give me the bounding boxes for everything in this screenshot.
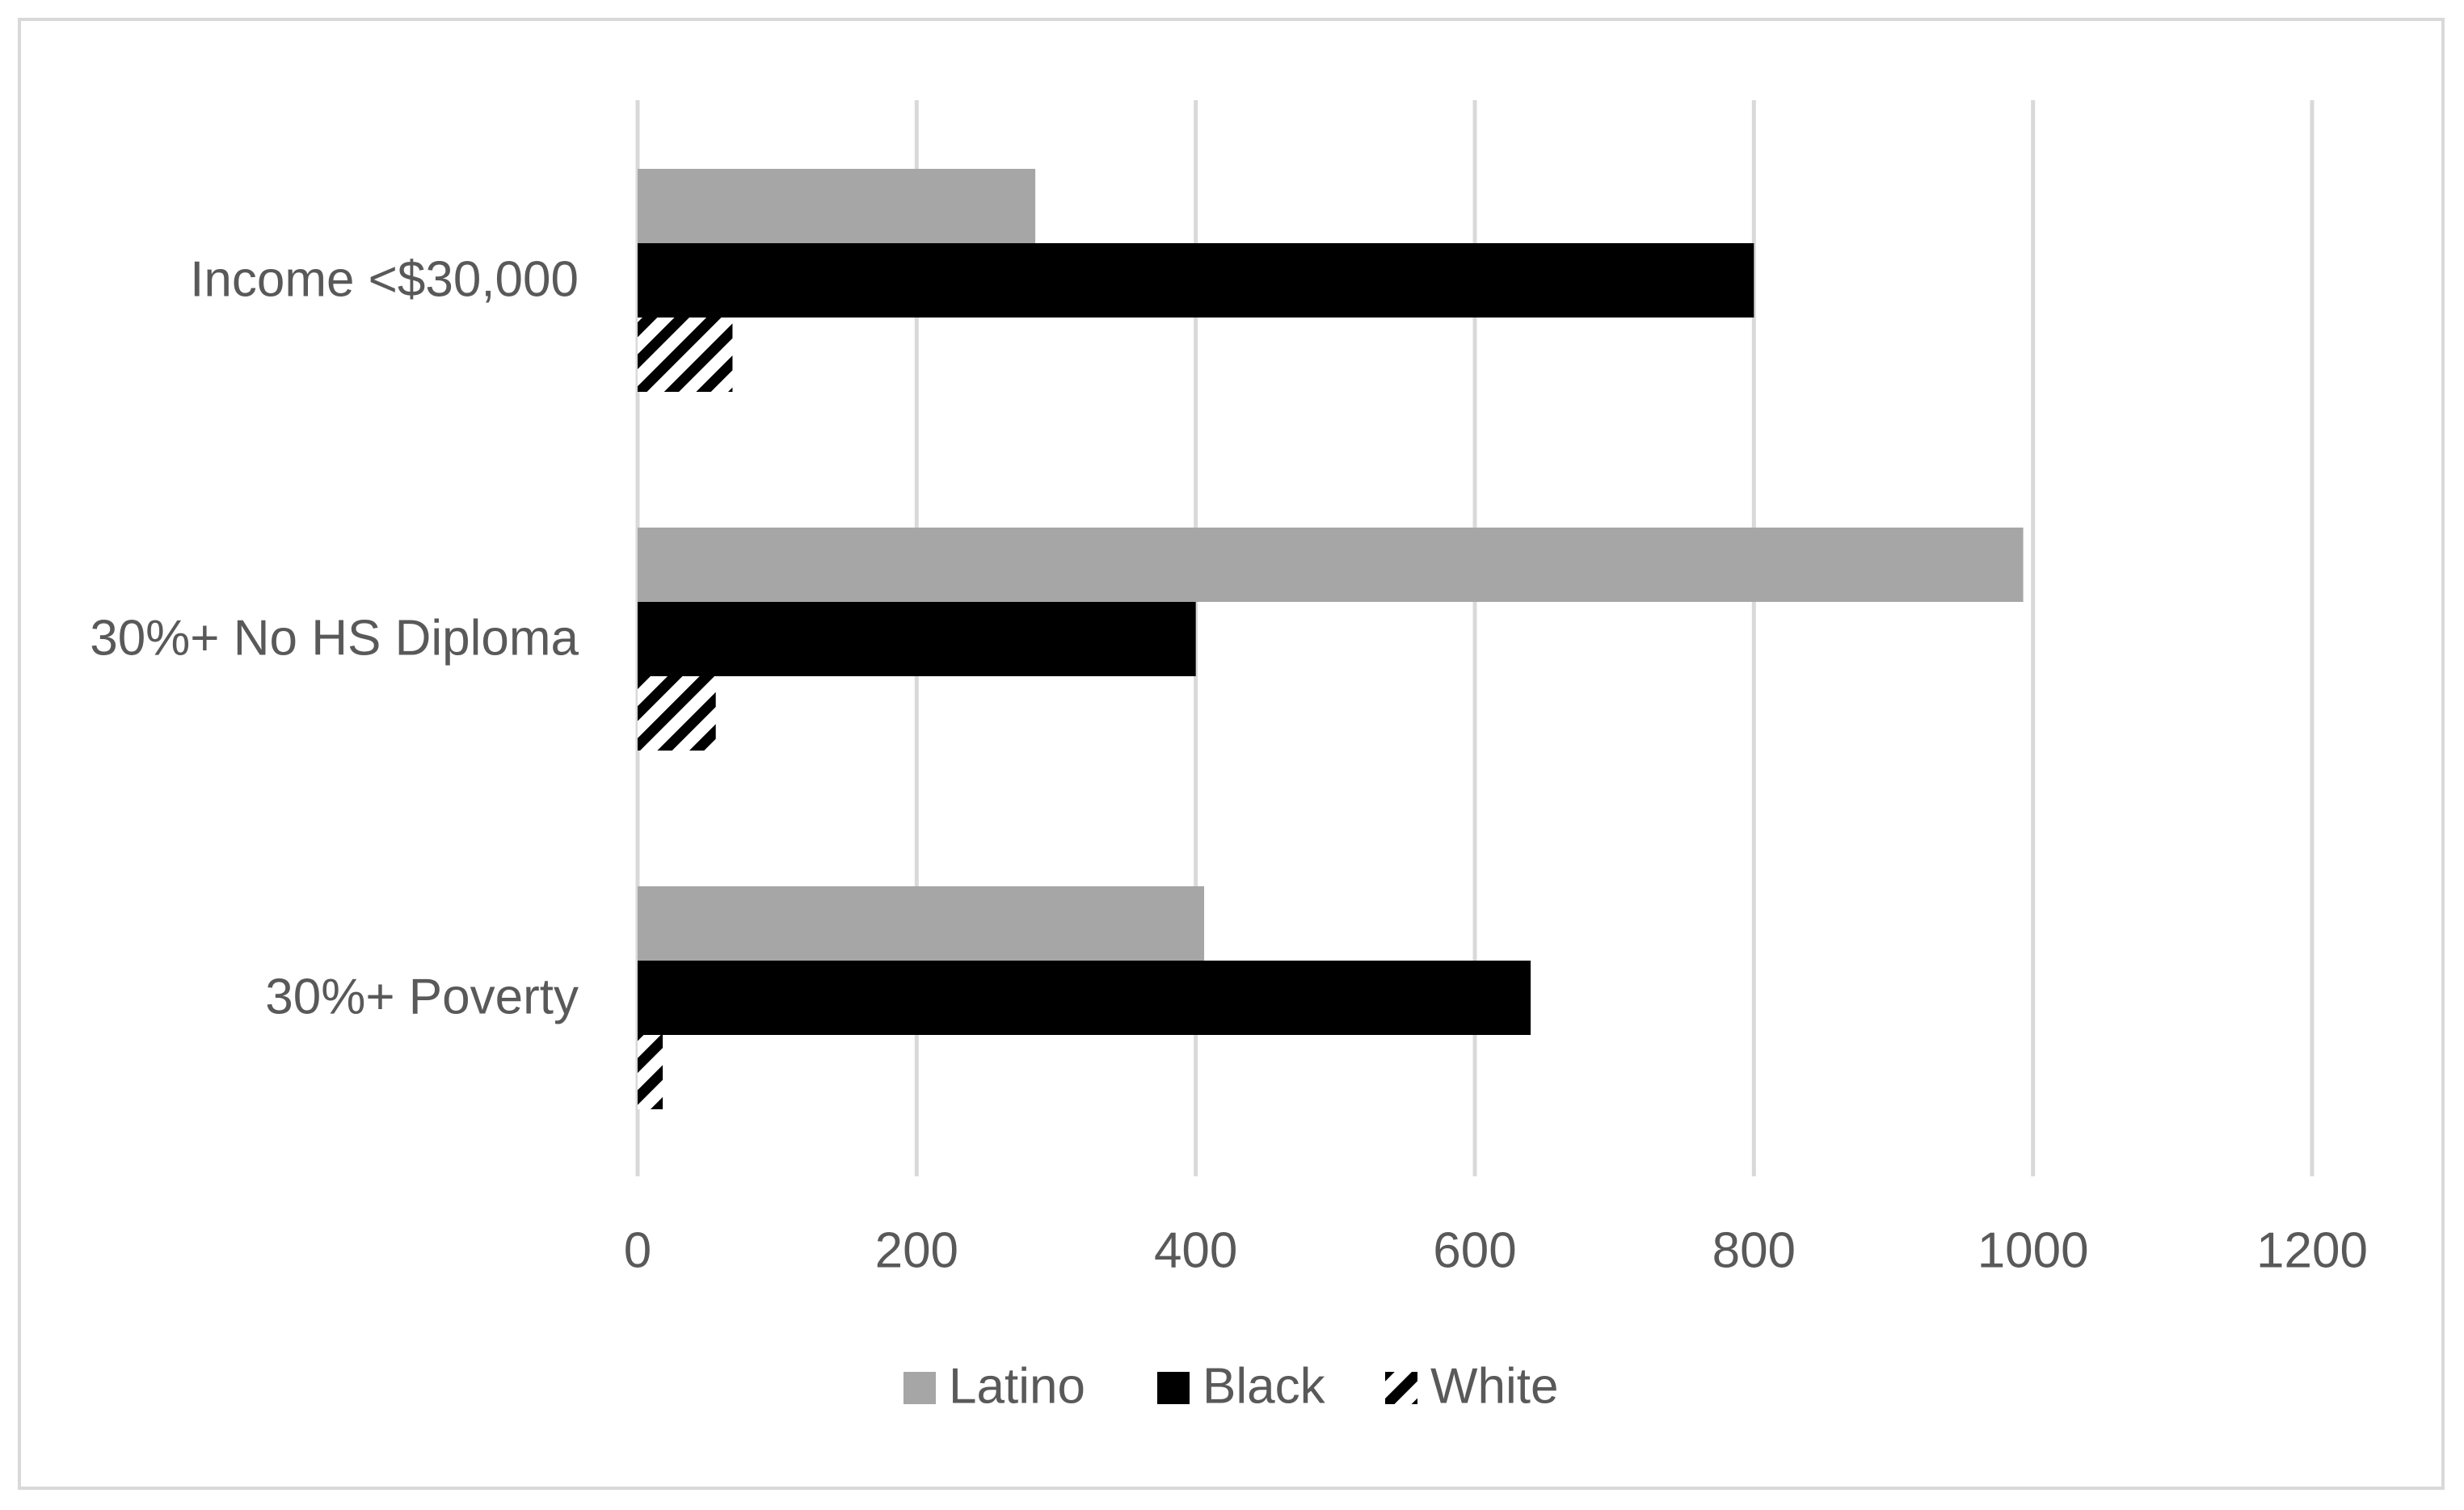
legend-swatch-white xyxy=(1385,1372,1417,1404)
x-axis-tick-labels: 0 200 400 600 800 1000 1200 xyxy=(624,1222,2368,1278)
bar-white-income-30-000 xyxy=(638,318,733,392)
x-tick-label-800: 800 xyxy=(1712,1222,1796,1278)
bar-white-30-poverty xyxy=(638,1035,663,1109)
x-tick-label-1200: 1200 xyxy=(2256,1222,2368,1278)
bar-latino-income-30-000 xyxy=(638,169,1036,243)
x-tick-label-600: 600 xyxy=(1433,1222,1516,1278)
category-labels: 30%+ Poverty 30%+ No HS Diploma Income <$3… xyxy=(90,251,579,1024)
legend-label-latino: Latino xyxy=(949,1358,1085,1414)
legend-label-white: White xyxy=(1430,1358,1558,1414)
x-tick-label-400: 400 xyxy=(1154,1222,1237,1278)
bar-black-income-30-000 xyxy=(638,243,1754,318)
bar-white-30-no-hs-diploma xyxy=(638,676,716,751)
x-tick-label-1000: 1000 xyxy=(1978,1222,2089,1278)
bar-black-30-no-hs-diploma xyxy=(638,602,1196,676)
legend-swatch-black xyxy=(1157,1372,1190,1404)
category-label-30-no-hs-diploma: 30%+ No HS Diploma xyxy=(90,610,579,666)
legend-swatch-latino xyxy=(903,1372,936,1404)
x-tick-label-200: 200 xyxy=(875,1222,958,1278)
legend-label-black: Black xyxy=(1203,1358,1326,1414)
bar-latino-30-poverty xyxy=(638,886,1205,961)
bars xyxy=(638,169,2024,1109)
category-label-income-30-000: Income <$30,000 xyxy=(190,251,579,307)
legend: Latino Black White xyxy=(903,1358,1558,1414)
bar-latino-30-no-hs-diploma xyxy=(638,528,2024,602)
x-tick-label-0: 0 xyxy=(624,1222,651,1278)
bar-black-30-poverty xyxy=(638,961,1531,1035)
category-label-30-poverty: 30%+ Poverty xyxy=(265,969,579,1024)
